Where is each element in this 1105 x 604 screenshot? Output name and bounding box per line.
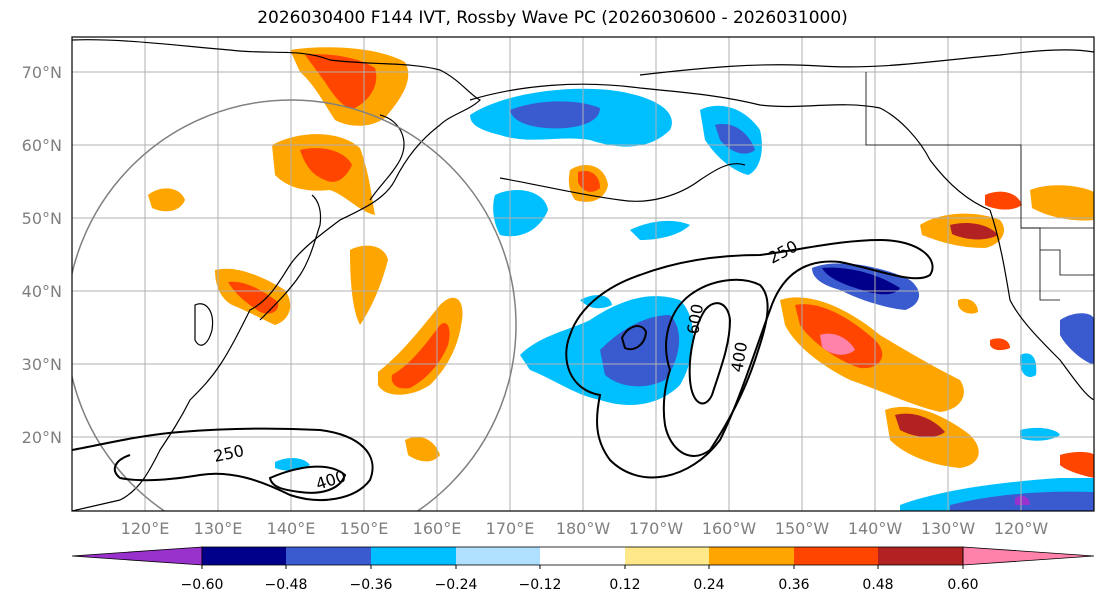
colorbar-segment — [202, 547, 286, 565]
lon-label: 170°W — [629, 519, 684, 538]
anomaly-region — [148, 188, 185, 212]
contour-inner-loop — [620, 325, 648, 351]
anomaly-region — [300, 148, 352, 182]
colorbar-segment — [794, 547, 878, 565]
anomaly-region — [1020, 353, 1037, 377]
coastline-korea — [194, 303, 214, 346]
anomaly-region — [958, 298, 978, 314]
colorbar-segment — [625, 547, 709, 565]
coastline-japan — [259, 194, 322, 321]
anomaly-region — [895, 413, 945, 438]
lon-label: 140°E — [267, 519, 316, 538]
lon-label: 130°W — [921, 519, 976, 538]
coastlines — [72, 39, 1094, 511]
lon-label: 150°W — [775, 519, 830, 538]
contour-250-west — [72, 427, 374, 501]
map-area: 250 600 400 250 400 — [72, 37, 1094, 511]
lat-label: 40°N — [22, 282, 62, 301]
colorbar-tick-label: −0.36 — [350, 577, 393, 593]
colorbar-segment — [456, 547, 540, 565]
latitude-labels: 70°N 60°N 50°N 40°N 30°N 20°N — [22, 63, 62, 447]
anomaly-region — [1030, 185, 1094, 221]
lat-label: 30°N — [22, 355, 62, 374]
lon-label: 150°E — [340, 519, 389, 538]
colorbar-segment — [286, 547, 371, 565]
anomaly-region — [990, 338, 1010, 351]
map-title: 2026030400 F144 IVT, Rossby Wave PC (202… — [257, 8, 848, 28]
lat-label: 50°N — [22, 209, 62, 228]
lon-label: 160°W — [702, 519, 757, 538]
anomaly-region — [1020, 427, 1060, 441]
coastline-kamchatka — [369, 114, 405, 201]
lat-label: 60°N — [22, 136, 62, 155]
colorbar-tick-label: 0.60 — [947, 577, 978, 593]
colorbar-tick-label: 0.36 — [778, 577, 809, 593]
coastline-arctic — [639, 49, 1094, 76]
map-frame — [71, 36, 1095, 512]
anomaly-region — [305, 54, 377, 109]
anomaly-region — [715, 124, 755, 154]
colorbar-tick-label: 0.12 — [609, 577, 640, 593]
anomaly-region — [405, 436, 440, 462]
lon-label: 180°W — [556, 519, 611, 538]
colorbar-tick-label: −0.60 — [181, 577, 224, 593]
anomaly-region — [510, 101, 600, 129]
anomaly-region — [493, 190, 548, 237]
colorbar-tick-label: −0.48 — [265, 577, 308, 593]
anomaly-region — [985, 191, 1022, 210]
lat-label: 20°N — [22, 428, 62, 447]
contour-400-west — [268, 465, 347, 494]
lat-label: 70°N — [22, 63, 62, 82]
colorbar-extend-left — [71, 546, 203, 566]
anomaly-region — [600, 315, 680, 387]
coastline-aleutians — [499, 163, 746, 202]
anomaly-region — [1060, 451, 1094, 478]
anomaly-region — [820, 333, 855, 355]
longitude-labels: 120°E 130°E 140°E 150°E 160°E 170°E 180°… — [121, 519, 1049, 538]
political-borders — [865, 72, 1094, 301]
coastline-northamerica — [989, 209, 1094, 401]
anomaly-region — [391, 322, 450, 389]
anomaly-region — [630, 220, 690, 240]
colorbar-tick-label: 0.24 — [693, 577, 724, 593]
colorbar-tick-label: −0.24 — [435, 577, 478, 593]
lon-label: 130°E — [194, 519, 243, 538]
anomaly-region — [1015, 496, 1030, 505]
colorbar-segment — [371, 547, 456, 565]
wave-region-circle — [72, 99, 517, 511]
colorbar — [71, 546, 1095, 569]
lon-label: 160°E — [413, 519, 462, 538]
colorbar-tick-label: −0.12 — [519, 577, 562, 593]
ivt-anomaly-fills — [148, 47, 1094, 511]
ivt-contours — [72, 238, 934, 501]
graticule — [72, 37, 1094, 511]
colorbar-tick-label: 0.48 — [862, 577, 893, 593]
coastline-asia — [72, 39, 482, 511]
contour-600-east — [688, 302, 732, 405]
anomaly-region — [950, 223, 998, 240]
coastline-alaska — [469, 83, 991, 211]
contour-400-east — [662, 278, 769, 457]
colorbar-segment — [709, 547, 794, 565]
colorbar-segment — [878, 547, 963, 565]
anomaly-region — [228, 281, 279, 314]
anomaly-region — [822, 267, 900, 295]
colorbar-outline — [201, 546, 964, 566]
lon-label: 120°E — [121, 519, 170, 538]
lon-label: 170°E — [486, 519, 535, 538]
lon-label: 140°W — [848, 519, 903, 538]
colorbar-extend-right — [962, 546, 1095, 566]
colorbar-tick-labels: −0.60 −0.48 −0.36 −0.24 −0.12 0.12 0.24 … — [181, 577, 979, 593]
anomaly-region — [350, 245, 388, 325]
lon-label: 120°W — [994, 519, 1049, 538]
contour-250-east — [565, 238, 934, 479]
colorbar-segment — [540, 547, 625, 565]
anomaly-region — [1060, 313, 1094, 365]
